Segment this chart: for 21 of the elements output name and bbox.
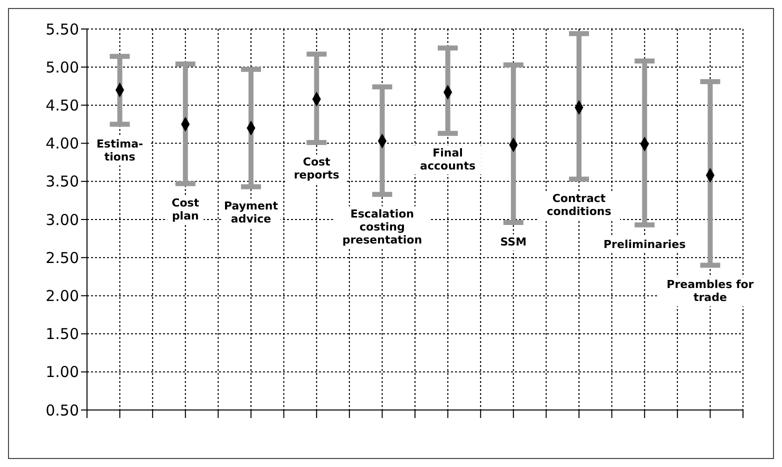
x-tick-label: Escalation costing presentation [342,207,422,246]
x-tick-label: Final accounts [420,146,476,172]
y-tick-label: 3.50 [46,172,79,191]
x-tick-label: Cost reports [294,156,340,182]
y-tick-label: 5.50 [46,20,79,38]
y-tick-label: 1.50 [46,325,79,344]
x-tick-label: Contract conditions [546,192,612,218]
y-tick-label: 2.00 [46,287,79,306]
y-tick-label: 1.00 [46,363,79,382]
x-tick-label: Cost plan [172,196,200,223]
y-tick-label: 5.00 [46,58,79,76]
x-tick-label: Preliminaries [604,238,686,251]
y-tick-label: 0.50 [46,401,79,420]
y-tick-label: 2.50 [46,248,79,267]
x-tick-label: SSM [500,236,527,249]
x-tick-label: Estima- tions [96,137,144,164]
y-tick-label: 4.50 [46,96,79,115]
y-tick-label: 4.00 [46,134,79,153]
x-tick-label: Preambles for trade [666,278,754,304]
y-tick-label: 3.00 [46,210,79,229]
x-tick-label: Payment advice [224,200,278,226]
